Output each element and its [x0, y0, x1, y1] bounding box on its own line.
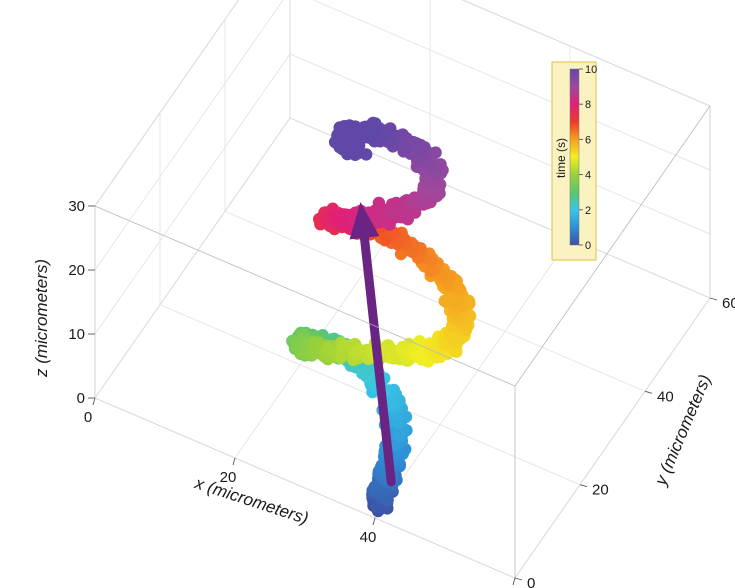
- grid-line: [224, 211, 646, 392]
- grid-line: [94, 53, 291, 335]
- x-tick-mark: [232, 457, 236, 466]
- y-tick-mark: [514, 577, 523, 581]
- data-point: [424, 264, 437, 277]
- grid-line: [289, 53, 711, 235]
- arrow-head: [349, 202, 380, 240]
- data-point: [352, 138, 365, 152]
- data-point: [360, 148, 373, 161]
- colorbar-title: time (s): [554, 138, 568, 178]
- data-point: [354, 343, 367, 357]
- colorbar-tick-label: 0: [585, 240, 591, 252]
- y-tick-label: 40: [657, 388, 674, 405]
- colorbar-tick-label: 8: [585, 99, 591, 111]
- grid-line: [94, 117, 291, 399]
- x-axis-label: x (micrometers): [192, 473, 311, 528]
- direction-arrow: [349, 202, 396, 487]
- y-tick-mark: [644, 390, 653, 394]
- y-tick-mark: [709, 297, 718, 301]
- box-edge: [94, 205, 516, 387]
- x-tick-label: 40: [360, 529, 377, 546]
- colorbar-tick-label: 2: [585, 205, 591, 217]
- z-axis-label: z (micrometers): [32, 259, 51, 378]
- grid-line: [94, 0, 284, 271]
- colorbar: time (s) 0 2 4 6 8 10: [551, 61, 597, 261]
- grid-line: [374, 237, 571, 519]
- data-point: [438, 294, 451, 308]
- data-point: [385, 350, 399, 364]
- grid-line: [312, 0, 711, 171]
- data-point: [384, 122, 397, 135]
- data-points: [286, 116, 477, 518]
- data-point: [378, 233, 392, 246]
- colorbar-tick-label: 6: [585, 134, 591, 146]
- grid-lines: [94, 0, 711, 579]
- x-tick-label: 0: [84, 409, 92, 426]
- colorbar-tick-label: 4: [585, 170, 591, 182]
- z-tick-label: 10: [68, 326, 85, 343]
- grid-line: [94, 0, 239, 207]
- grid-line: [234, 177, 431, 459]
- grid-line: [514, 297, 711, 579]
- box-edge: [514, 105, 711, 387]
- data-point: [341, 145, 354, 158]
- y-tick-mark: [579, 484, 588, 488]
- x-tick-mark: [372, 517, 376, 526]
- data-point: [393, 429, 407, 443]
- arrow-shaft: [359, 233, 396, 487]
- x-tick-label: 20: [220, 469, 237, 486]
- grid-line: [461, 0, 711, 107]
- grid-line: [94, 397, 516, 579]
- z-tick-label: 20: [68, 262, 85, 279]
- data-point: [388, 207, 401, 220]
- y-tick-label: 0: [527, 575, 535, 588]
- box-back-edges: [94, 0, 711, 579]
- z-tick-label: 0: [77, 390, 85, 407]
- colorbar-tick-label: 10: [585, 64, 597, 76]
- y-tick-label: 60: [722, 295, 735, 312]
- box-front-edges: [94, 105, 711, 578]
- z-tick-label: 30: [68, 198, 85, 215]
- x-tick-mark: [92, 397, 96, 406]
- x-tick-mark: [512, 577, 516, 586]
- y-tick-label: 20: [592, 482, 609, 499]
- colorbar-gradient: [569, 68, 580, 246]
- box-edge: [94, 0, 239, 207]
- axis-ticks: 020406002040600102030: [68, 198, 735, 588]
